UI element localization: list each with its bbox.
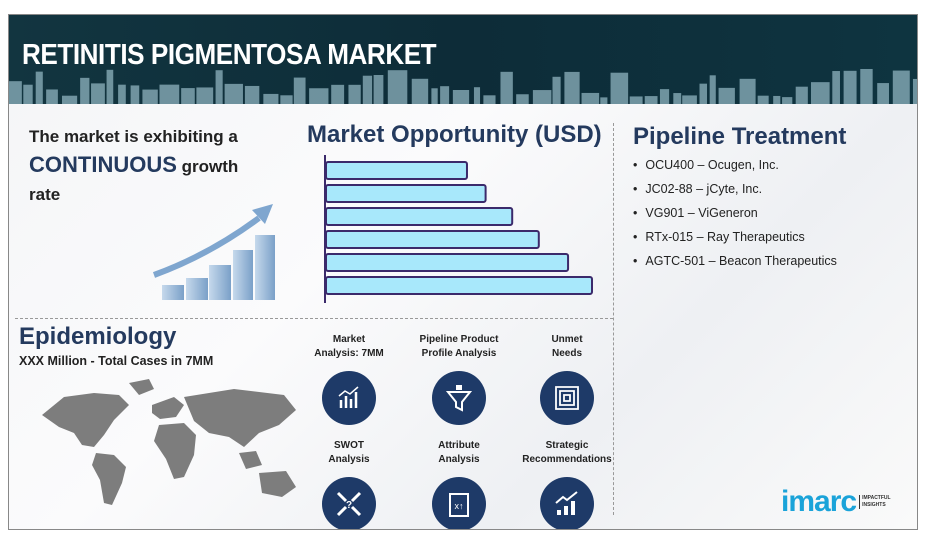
page-title: RETINITIS PIGMENTOSA MARKET [22,39,437,71]
feature-label: SWOT Analysis [328,440,370,465]
list-item: RTx-015 – Ray Therapeutics [633,229,837,253]
feature-clipboard-strategy: Attribute Analysis x↑ [404,439,514,529]
market-opportunity-chart [324,155,593,303]
chart-bar-2 [325,184,487,203]
header-banner: RETINITIS PIGMENTOSA MARKET [9,15,917,104]
growth-text-1: The market is exhibiting a [29,127,238,146]
clipboard-strategy-icon: x↑ [432,477,486,529]
feature-swot-arrows: SWOT Analysis? [294,439,404,529]
list-item: VG901 – ViGeneron [633,205,837,229]
infographic: RETINITIS PIGMENTOSA MARKET The market i… [8,14,918,530]
city-skyline-icon [9,68,917,104]
feature-growth-chart: Strategic Recommendations [512,439,622,529]
growth-chart-icon [540,477,594,529]
chart-analysis-icon [322,371,376,425]
market-opportunity-title: Market Opportunity (USD) [307,121,602,148]
epidemiology-subtitle: XXX Million - Total Cases in 7MM [19,354,214,368]
growth-text-2: growth [181,157,239,176]
feature-maze: Unmet Needs [512,333,622,425]
chart-bar-4 [325,230,540,249]
list-item: AGTC-501 – Beacon Therapeutics [633,253,837,277]
growth-emphasis: CONTINUOUS [29,152,177,177]
svg-text:?: ? [346,500,352,511]
epidemiology-title: Epidemiology [19,323,177,350]
pipeline-title: Pipeline Treatment [633,123,847,150]
logo-name: imarc [781,485,857,518]
pipeline-list: OCU400 – Ocugen, Inc. JC02-88 – jCyte, I… [633,157,837,277]
list-item: JC02-88 – jCyte, Inc. [633,181,837,205]
funnel-icon [432,371,486,425]
chart-bar-6 [325,276,593,295]
chart-bar-3 [325,207,514,226]
feature-label: Unmet Needs [551,334,583,359]
feature-chart-analysis: Market Analysis: 7MM [294,333,404,425]
world-map-icon [42,379,296,505]
feature-label: Market Analysis: 7MM [314,334,384,359]
imarc-logo: imarc IMPACTFUL INSIGHTS [781,485,891,519]
chart-bar-5 [325,253,570,272]
logo-tagline: IMPACTFUL INSIGHTS [859,495,891,509]
feature-label: Pipeline Product Profile Analysis [419,334,499,359]
list-item: OCU400 – Ocugen, Inc. [633,157,837,181]
horizontal-divider [15,318,613,319]
svg-text:x↑: x↑ [455,501,464,511]
growth-statement: The market is exhibiting a CONTINUOUS gr… [29,123,269,209]
growth-bars-arrow-icon [152,204,275,300]
swot-arrows-icon: ? [322,477,376,529]
chart-bar-1 [325,161,468,180]
maze-icon [540,371,594,425]
feature-label: Attribute Analysis [438,440,480,465]
feature-funnel: Pipeline Product Profile Analysis [404,333,514,425]
growth-text-3: rate [29,185,61,204]
vertical-divider [613,123,614,515]
feature-label: Strategic Recommendations [522,440,612,465]
